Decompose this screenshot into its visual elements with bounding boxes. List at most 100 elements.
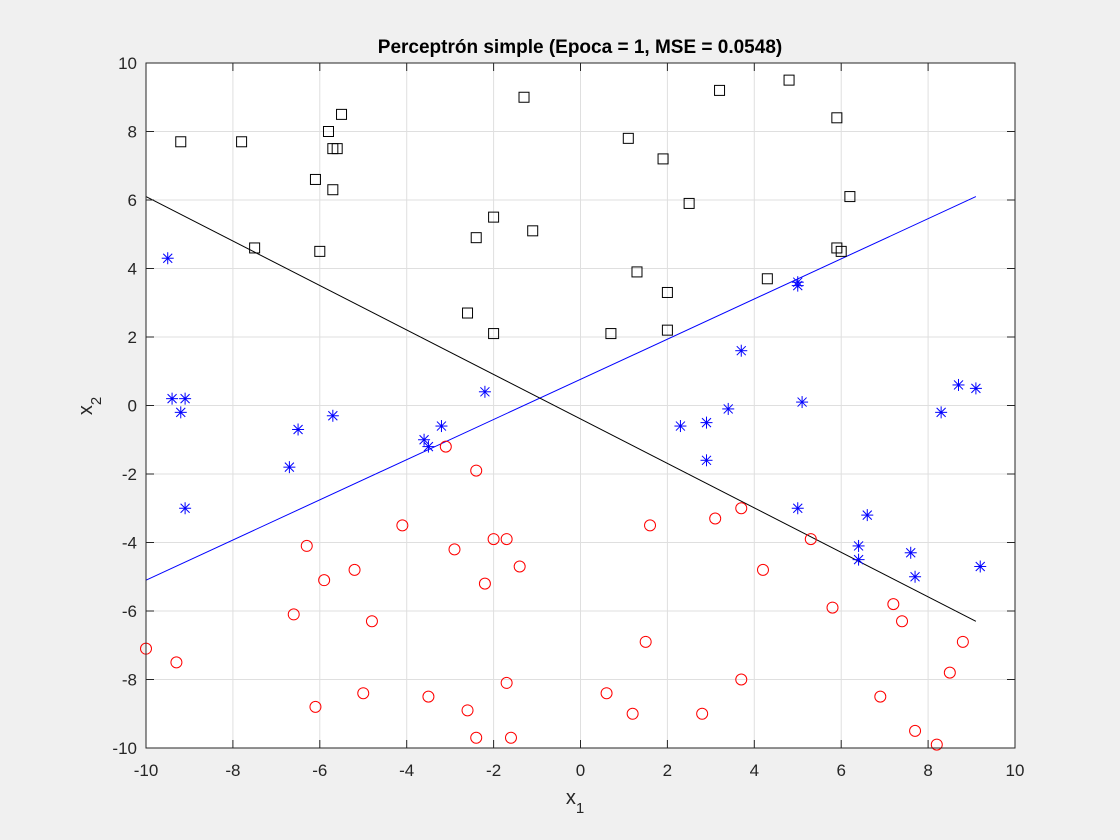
star-point bbox=[326, 409, 339, 422]
x-tick-label: 10 bbox=[1006, 761, 1025, 780]
star-point bbox=[861, 509, 874, 522]
scatter-points bbox=[140, 74, 987, 751]
circle-point bbox=[600, 687, 613, 700]
square-point bbox=[661, 324, 673, 336]
circle-point bbox=[500, 533, 513, 546]
x-tick-label: 4 bbox=[750, 761, 759, 780]
circle-point bbox=[930, 738, 943, 751]
circle-point bbox=[448, 543, 461, 556]
star-point bbox=[952, 378, 965, 391]
decision-line bbox=[145, 196, 977, 581]
square-point bbox=[327, 184, 339, 196]
y-tick-label: -8 bbox=[122, 671, 137, 690]
square-point bbox=[622, 132, 634, 144]
chart-title: Perceptrón simple (Epoca = 1, MSE = 0.05… bbox=[378, 37, 782, 58]
circle-point bbox=[348, 563, 361, 576]
star-point bbox=[283, 461, 296, 474]
circle-point bbox=[309, 700, 322, 713]
star-point bbox=[478, 385, 491, 398]
star-point bbox=[796, 396, 809, 409]
star-point bbox=[969, 382, 982, 395]
square-point bbox=[249, 242, 261, 254]
square-point bbox=[314, 245, 326, 257]
square-point bbox=[336, 108, 348, 120]
square-point bbox=[831, 112, 843, 124]
x-axis-label-base: x bbox=[566, 787, 576, 809]
x-tick-label: -4 bbox=[399, 761, 414, 780]
star-point bbox=[418, 433, 431, 446]
circle-point bbox=[804, 533, 817, 546]
star-point bbox=[791, 502, 804, 515]
circle-point bbox=[709, 512, 722, 525]
circle-point bbox=[639, 635, 652, 648]
y-tick-label: -4 bbox=[122, 534, 137, 553]
y-tick-label: 6 bbox=[128, 191, 137, 210]
circle-point bbox=[487, 533, 500, 546]
y-tick-label: 10 bbox=[118, 54, 137, 73]
y-tick-label: -10 bbox=[112, 739, 137, 758]
circle-point bbox=[470, 464, 483, 477]
x-tick-label: 6 bbox=[836, 761, 845, 780]
square-point bbox=[631, 266, 643, 278]
star-point bbox=[292, 423, 305, 436]
circle-point bbox=[696, 707, 709, 720]
star-point bbox=[435, 420, 448, 433]
star-point bbox=[909, 570, 922, 583]
x-axis-label: x1 bbox=[566, 787, 584, 817]
y-axis-label-base: x bbox=[75, 405, 97, 415]
circle-point bbox=[478, 577, 491, 590]
circle-point bbox=[461, 704, 474, 717]
star-point bbox=[179, 392, 192, 405]
square-point bbox=[835, 245, 847, 257]
star-point bbox=[700, 416, 713, 429]
circle-point bbox=[500, 676, 513, 689]
circle-point bbox=[318, 574, 331, 587]
circle-point bbox=[439, 440, 452, 453]
star-point bbox=[166, 392, 179, 405]
x-tick-label: 0 bbox=[576, 761, 585, 780]
circle-point bbox=[644, 519, 657, 532]
circle-point bbox=[470, 731, 483, 744]
square-point bbox=[844, 191, 856, 203]
star-point bbox=[974, 560, 987, 573]
circle-point bbox=[287, 608, 300, 621]
x-tick-label: 2 bbox=[663, 761, 672, 780]
square-point bbox=[657, 153, 669, 165]
circle-point bbox=[357, 687, 370, 700]
star-point bbox=[161, 252, 174, 265]
circle-point bbox=[300, 539, 313, 552]
square-point bbox=[605, 328, 617, 340]
square-point bbox=[527, 225, 539, 237]
decision-lines bbox=[145, 196, 977, 622]
circle-point bbox=[826, 601, 839, 614]
square-point bbox=[309, 173, 321, 185]
star-point bbox=[904, 546, 917, 559]
y-tick-label: 4 bbox=[128, 260, 137, 279]
circle-point bbox=[909, 724, 922, 737]
square-point bbox=[488, 211, 500, 223]
axis-ticks: -10 -8 -6 -4 -2 0 2 4 6 8 10 -10 -8 -6 -4 -2 0 2 4 6 8 10 bbox=[112, 54, 1024, 780]
star-point bbox=[852, 553, 865, 566]
circle-point bbox=[874, 690, 887, 703]
circle-point bbox=[943, 666, 956, 679]
y-axis-label: x2 bbox=[75, 397, 105, 415]
circle-point bbox=[170, 656, 183, 669]
circle-point bbox=[513, 560, 526, 573]
x-tick-label: -2 bbox=[486, 761, 501, 780]
square-point bbox=[488, 328, 500, 340]
x-tick-label: -6 bbox=[312, 761, 327, 780]
star-point bbox=[700, 454, 713, 467]
y-tick-label: 0 bbox=[128, 397, 137, 416]
square-point bbox=[470, 232, 482, 244]
square-point bbox=[661, 286, 673, 298]
circle-point bbox=[365, 615, 378, 628]
star-point bbox=[735, 344, 748, 357]
star-point bbox=[852, 539, 865, 552]
y-tick-label: -6 bbox=[122, 602, 137, 621]
y-axis-label-sub: 2 bbox=[88, 397, 105, 405]
circle-point bbox=[422, 690, 435, 703]
square-point bbox=[683, 197, 695, 209]
square-point bbox=[761, 273, 773, 285]
circle-point bbox=[735, 673, 748, 686]
